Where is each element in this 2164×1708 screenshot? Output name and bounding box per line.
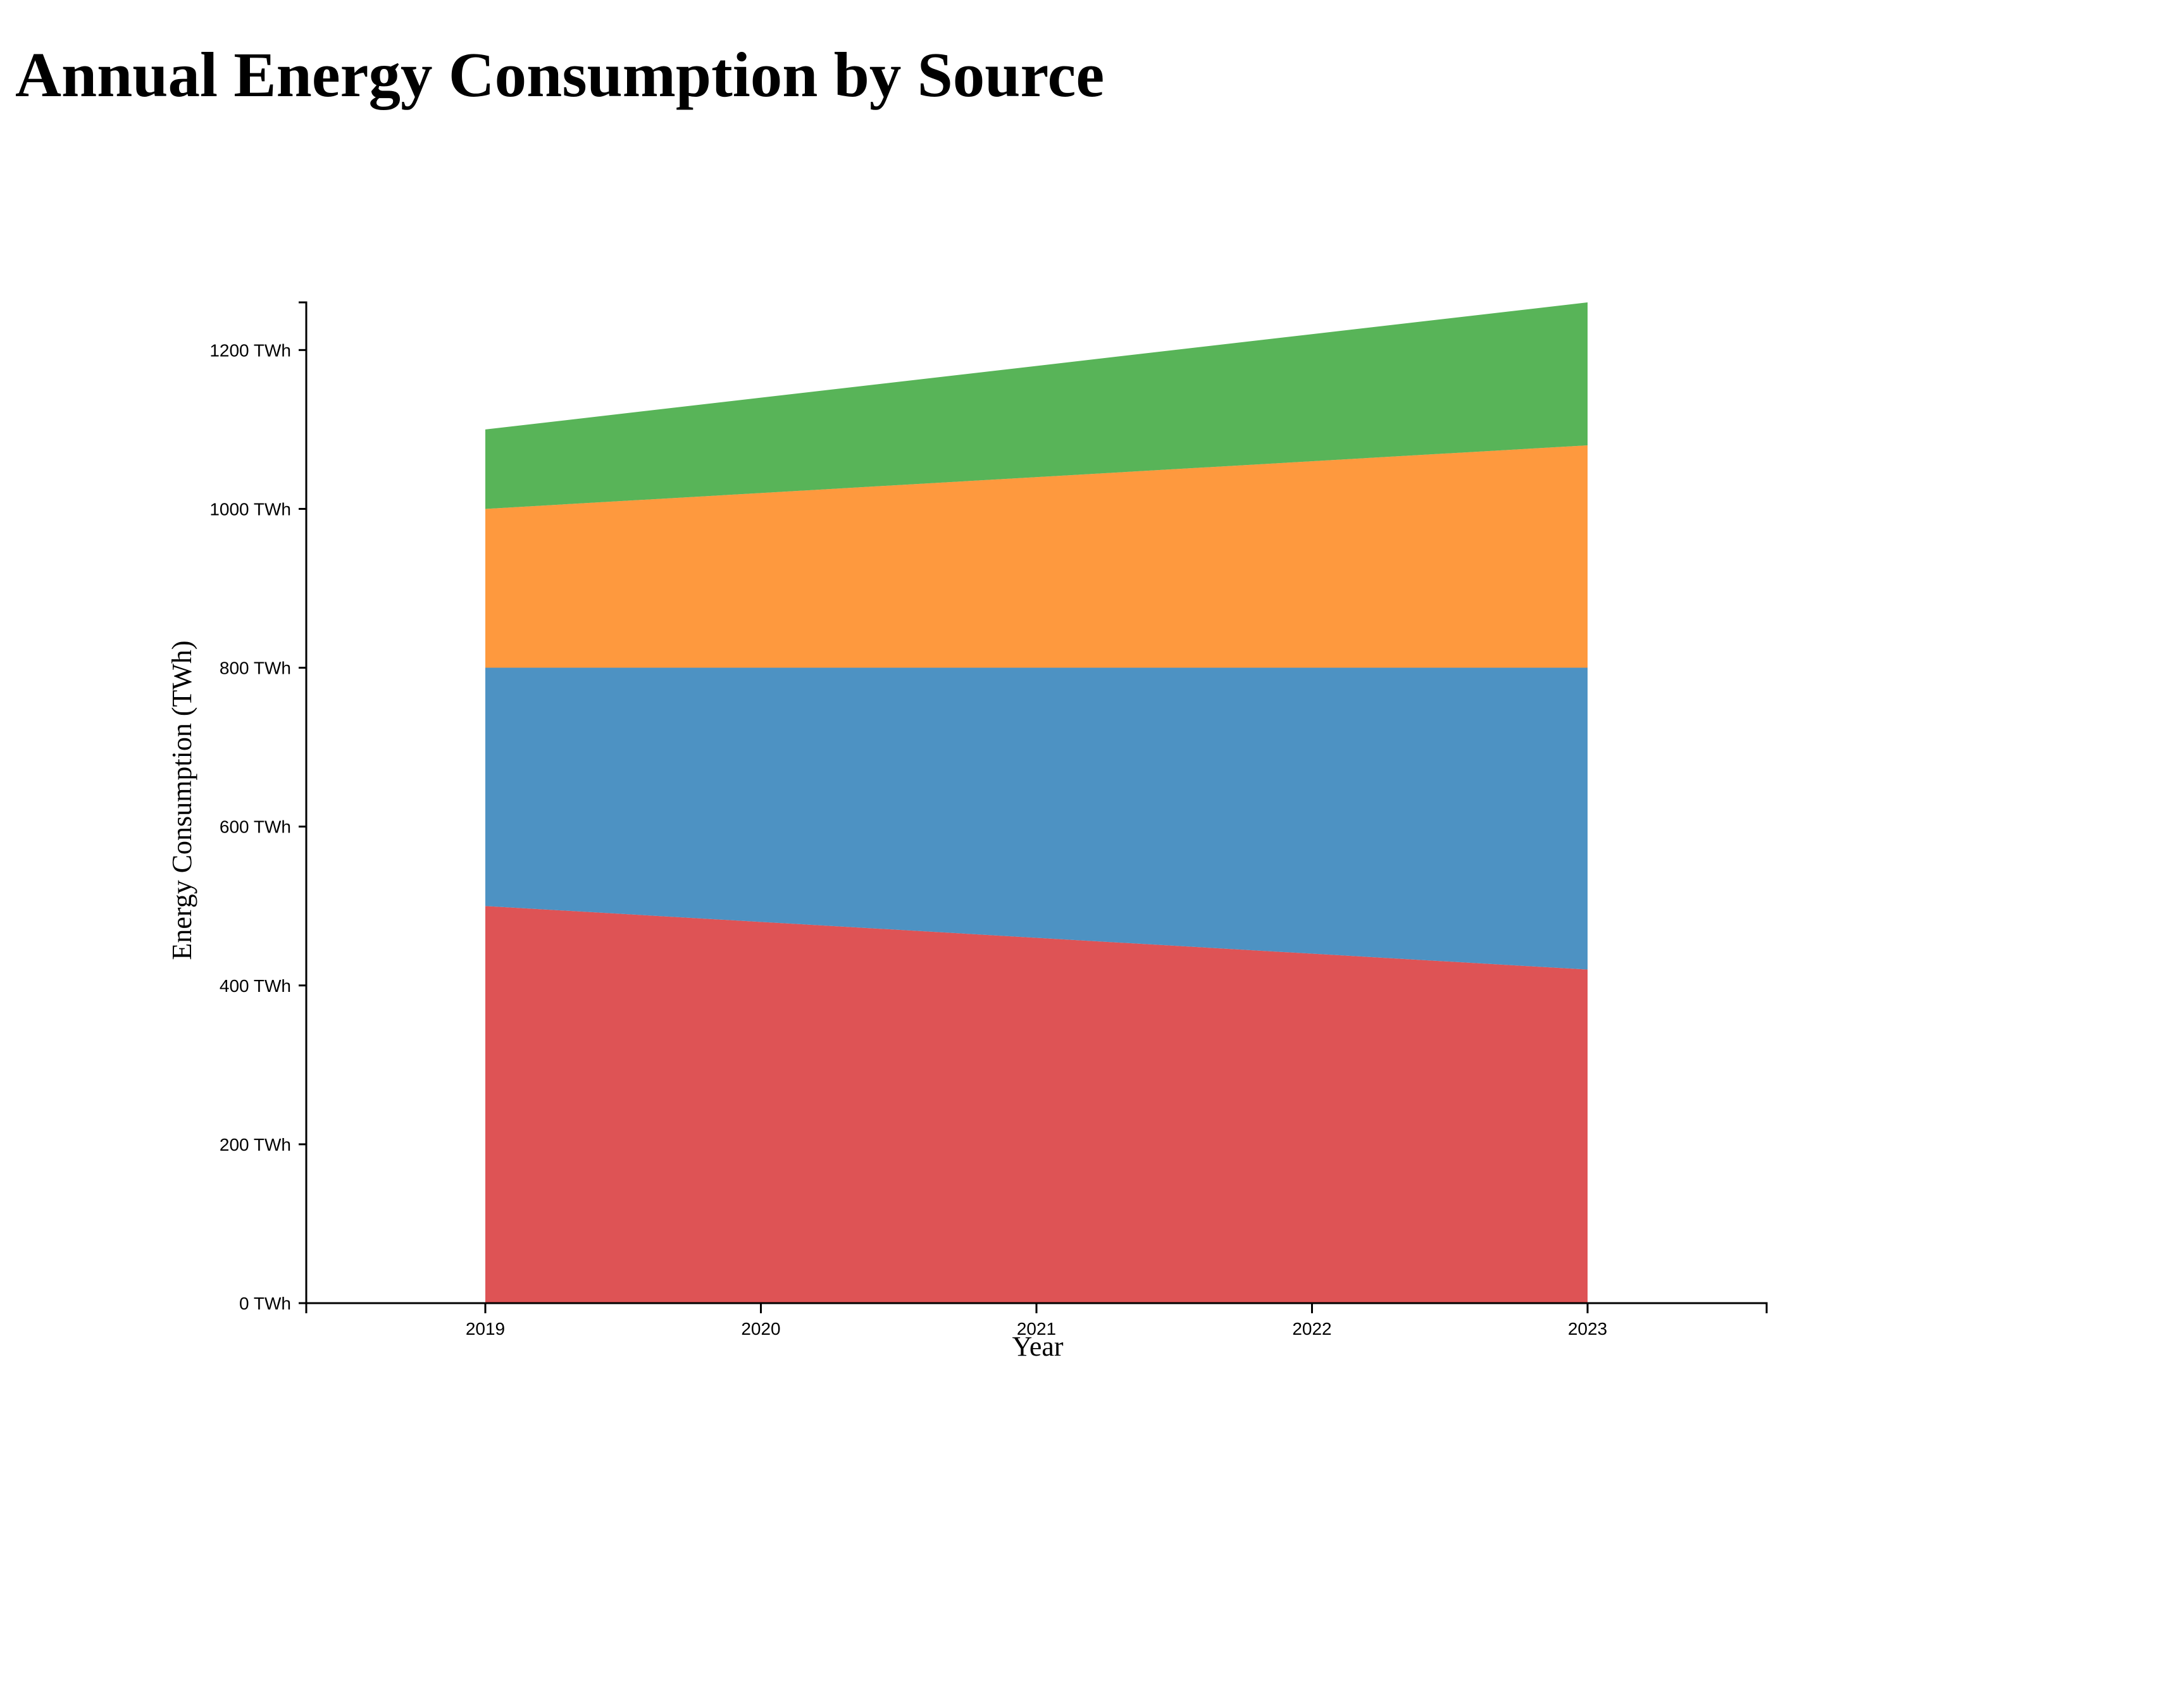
area-series-1 bbox=[485, 906, 1588, 1303]
x-tick-label-2021: 2021 bbox=[1017, 1319, 1056, 1339]
area-series-2 bbox=[485, 667, 1588, 970]
y-tick-label-1200: 1200 TWh bbox=[209, 340, 291, 360]
x-tick-label-2022: 2022 bbox=[1292, 1319, 1331, 1339]
x-tick-label-2020: 2020 bbox=[741, 1319, 780, 1339]
y-tick-label-1000: 1000 TWh bbox=[209, 499, 291, 519]
y-tick-label-600: 600 TWh bbox=[220, 817, 291, 837]
area-series-4 bbox=[485, 302, 1588, 509]
area-layers bbox=[485, 302, 1588, 1303]
y-tick-label-200: 200 TWh bbox=[220, 1135, 291, 1154]
y-axis-line bbox=[299, 301, 308, 1304]
x-tick-label-2023: 2023 bbox=[1568, 1319, 1607, 1339]
y-tick-label-0: 0 TWh bbox=[239, 1294, 291, 1313]
y-axis: 0 TWh 200 TWh 400 TWh 600 TWh 800 TWh 1000 TW… bbox=[209, 301, 308, 1313]
area-series-3 bbox=[485, 445, 1588, 668]
y-axis-title: Energy Consumption (TWh) bbox=[166, 640, 197, 960]
y-tick-label-800: 800 TWh bbox=[220, 659, 291, 678]
page-title: Annual Energy Consumption by Source bbox=[15, 39, 1105, 110]
x-axis-title: Year bbox=[1012, 1331, 1063, 1362]
x-axis: 2019 2020 2021 2022 2023 bbox=[305, 1302, 1768, 1339]
y-tick-label-400: 400 TWh bbox=[220, 976, 291, 996]
x-tick-label-2019: 2019 bbox=[466, 1319, 505, 1339]
